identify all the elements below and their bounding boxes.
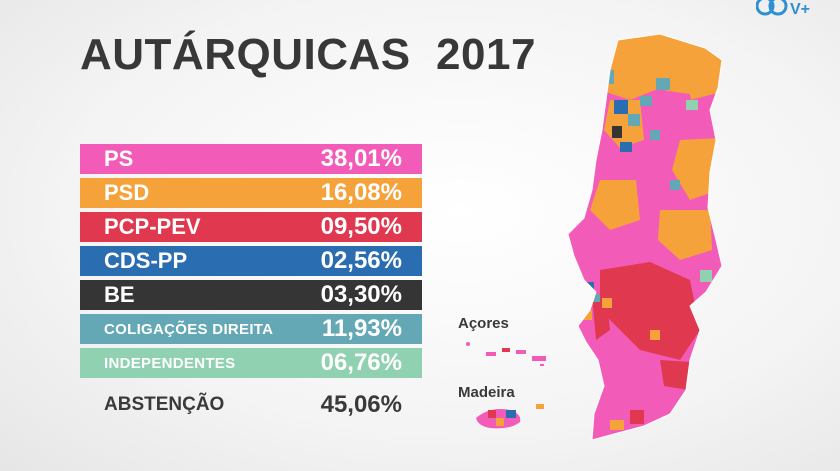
result-row-be: BE 03,30% (80, 280, 422, 310)
page-title: AUTÁRQUICAS 2017 (80, 30, 536, 79)
abstention-row: ABSTENÇÃO 45,06% (80, 390, 422, 420)
party-name: BE (104, 282, 135, 307)
party-value: 06,76% (320, 349, 402, 376)
party-value: 09,50% (320, 213, 402, 240)
logo-text: V+ (790, 1, 810, 18)
party-value: 38,01% (320, 145, 402, 172)
logo: V+ (755, 0, 818, 27)
portugal-map (567, 33, 723, 441)
results-table: PS 38,01% PSD 16,08% PCP-PEV 09,50% CDS-… (80, 144, 422, 382)
party-name: COLIGAÇÕES DIREITA (104, 320, 274, 338)
party-value: 11,93% (321, 315, 402, 342)
result-row-ps: PS 38,01% (80, 144, 422, 174)
party-value: 02,56% (320, 247, 402, 274)
abstention-label: ABSTENÇÃO (104, 394, 225, 415)
result-row-independentes: INDEPENDENTES 06,76% (80, 348, 422, 378)
abstention-value: 45,06% (320, 391, 402, 418)
rr-logo-icon: V+ (755, 0, 810, 18)
madeira-islands (476, 404, 544, 429)
result-row-pcp-pev: PCP-PEV 09,50% (80, 212, 422, 242)
party-name: PCP-PEV (104, 214, 201, 239)
party-name: PS (104, 146, 134, 171)
party-name: CDS-PP (104, 248, 188, 273)
azores-islands (466, 342, 546, 366)
party-name: INDEPENDENTES (104, 354, 236, 372)
party-value: 16,08% (320, 179, 402, 206)
result-row-cds-pp: CDS-PP 02,56% (80, 246, 422, 276)
map-regions (568, 34, 722, 440)
party-value: 03,30% (320, 281, 402, 308)
result-row-coligacoes-direita: COLIGAÇÕES DIREITA 11,93% (80, 314, 422, 344)
result-row-psd: PSD 16,08% (80, 178, 422, 208)
azores-label: Açores (458, 315, 509, 332)
party-name: PSD (104, 180, 150, 205)
madeira-label: Madeira (458, 384, 515, 401)
